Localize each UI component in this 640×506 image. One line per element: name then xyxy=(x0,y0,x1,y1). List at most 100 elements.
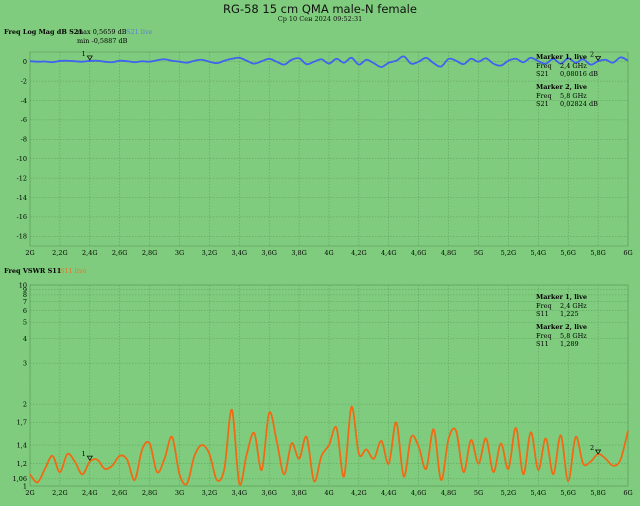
s21-y-tick-label: -8 xyxy=(21,136,27,144)
s11-x-tick-label: 5,4G xyxy=(531,489,547,497)
s21-marker-2-panel: Marker 2, live Freq 5,8 GHz S21 0,02824 dB xyxy=(536,83,598,109)
s11-marker-2-triangle xyxy=(594,449,602,455)
marker-title: Marker 1, live xyxy=(536,53,588,61)
s21-x-tick-label: 4,6G xyxy=(411,249,427,257)
s11-marker-2-label: 2 xyxy=(590,444,594,452)
val-value: 1,289 xyxy=(560,340,579,349)
s21-x-tick-label: 4,8G xyxy=(441,249,457,257)
s21-x-tick-label: 3,4G xyxy=(232,249,248,257)
s11-y-tick-label: 5 xyxy=(23,319,27,327)
val-key: S21 xyxy=(536,100,549,109)
s21-x-tick-label: 5,8G xyxy=(590,249,606,257)
s21-series-line xyxy=(29,55,629,68)
s11-x-tick-label: 5,6G xyxy=(560,489,576,497)
s11-x-tick-label: 2,4G xyxy=(82,489,98,497)
s11-y-tick-label: 1,2 xyxy=(17,460,27,468)
s21-x-tick-label: 2,8G xyxy=(142,249,158,257)
s11-x-tick-label: 3G xyxy=(175,489,184,497)
s11-x-tick-label: 3,4G xyxy=(232,489,248,497)
s21-y-tick-label: 0 xyxy=(23,58,27,66)
s11-y-tick-label: 10 xyxy=(19,281,27,289)
s21-marker-1-triangle xyxy=(86,55,93,61)
s21-y-tick-label: -2 xyxy=(21,77,27,85)
s11-legend-label: S11 live xyxy=(60,267,87,275)
s21-chart-title: Freq Log Mag dB S21 xyxy=(4,28,83,36)
s11-x-tick-label: 3,2G xyxy=(202,489,218,497)
s11-y-tick-label: 9 xyxy=(23,286,27,294)
s21-y-tick-label: -12 xyxy=(17,174,27,182)
s11-y-tick-label: 8 xyxy=(23,291,27,299)
freq-key: Freq xyxy=(536,91,552,100)
s21-legend-label: S21 live xyxy=(126,28,153,36)
s11-y-tick-label: 2 xyxy=(23,400,27,408)
s11-x-tick-label: 5G xyxy=(474,489,483,497)
s11-marker-1-triangle xyxy=(86,455,93,461)
val-key: S21 xyxy=(536,70,549,79)
s21-y-tick-label: -4 xyxy=(21,97,27,105)
s21-y-tick-label: -18 xyxy=(17,233,27,241)
s21-x-tick-label: 6G xyxy=(623,249,632,257)
s21-marker-2-triangle xyxy=(594,56,602,62)
val-key: S11 xyxy=(536,310,549,319)
s11-marker-2-panel: Marker 2, live Freq 5,8 GHz S11 1,289 xyxy=(536,323,587,349)
s21-marker-2-label: 2 xyxy=(590,50,594,58)
s11-x-tick-label: 3,8G xyxy=(291,489,307,497)
s21-marker-1-panel: Marker 1, live Freq 2,4 GHz S21 0,08016 dB xyxy=(536,53,598,79)
s11-y-tick-label: 6 xyxy=(23,307,27,315)
freq-value: 5,8 GHz xyxy=(560,91,587,100)
s21-x-tick-label: 5,4G xyxy=(531,249,547,257)
s21-x-tick-label: 5G xyxy=(474,249,483,257)
val-value: 0,02824 dB xyxy=(560,100,598,109)
s11-x-tick-label: 3,6G xyxy=(261,489,277,497)
freq-key: Freq xyxy=(536,301,552,310)
s11-y-tick-label: 1 xyxy=(23,482,27,490)
s21-x-tick-label: 4,4G xyxy=(381,249,397,257)
s21-y-tick-label: -10 xyxy=(17,155,27,163)
s21-x-tick-label: 2,2G xyxy=(52,249,68,257)
s21-x-tick-label: 4,2G xyxy=(351,249,367,257)
s21-max-stat: max 0,5659 dB xyxy=(77,28,127,36)
s11-x-tick-label: 2,8G xyxy=(142,489,158,497)
s21-x-tick-label: 2,6G xyxy=(112,249,128,257)
s11-chart-title: Freq VSWR S11 xyxy=(4,267,62,275)
s21-x-tick-label: 3G xyxy=(175,249,184,257)
s21-x-tick-label: 5,2G xyxy=(501,249,517,257)
s11-x-tick-label: 4,6G xyxy=(411,489,427,497)
s21-x-tick-label: 3,2G xyxy=(202,249,218,257)
timestamp: Ср 10 Сен 2024 09:52:31 xyxy=(277,15,363,23)
s11-y-tick-label: 3 xyxy=(23,359,27,367)
freq-key: Freq xyxy=(536,61,552,70)
s11-x-tick-label: 2G xyxy=(25,489,34,497)
s11-y-tick-label: 1,4 xyxy=(17,441,27,449)
s11-y-tick-label: 1,06 xyxy=(13,475,27,483)
s11-x-tick-label: 5,2G xyxy=(501,489,517,497)
s21-x-tick-label: 5,6G xyxy=(560,249,576,257)
s21-min-stat: min -0,5887 dB xyxy=(77,37,128,45)
s11-x-tick-label: 6G xyxy=(623,489,632,497)
s21-x-tick-label: 2,4G xyxy=(82,249,98,257)
s21-x-tick-label: 3,8G xyxy=(291,249,307,257)
s11-x-tick-label: 4,2G xyxy=(351,489,367,497)
s11-x-tick-label: 2,2G xyxy=(52,489,68,497)
s11-x-tick-label: 5,8G xyxy=(590,489,606,497)
marker-title: Marker 1, live xyxy=(536,293,588,301)
s11-x-tick-label: 4,4G xyxy=(381,489,397,497)
freq-value: 2,4 GHz xyxy=(560,301,587,310)
s11-y-tick-label: 4 xyxy=(23,335,27,343)
s11-x-tick-label: 2,6G xyxy=(112,489,128,497)
freq-key: Freq xyxy=(536,331,552,340)
s11-series-line xyxy=(29,405,629,486)
freq-value: 5,8 GHz xyxy=(560,331,587,340)
s21-marker-1-label: 1 xyxy=(82,50,86,58)
s21-x-tick-label: 3,6G xyxy=(261,249,277,257)
s21-x-tick-label: 2G xyxy=(25,249,34,257)
s11-marker-1-label: 1 xyxy=(82,450,86,458)
marker-title: Marker 2, live xyxy=(536,323,588,331)
s11-x-tick-label: 4G xyxy=(324,489,333,497)
s21-y-tick-label: -14 xyxy=(17,194,27,202)
s21-x-tick-label: 4G xyxy=(324,249,333,257)
val-value: 1,225 xyxy=(560,310,579,319)
s21-y-tick-label: -16 xyxy=(17,213,27,221)
s21-y-tick-label: -6 xyxy=(21,116,27,124)
